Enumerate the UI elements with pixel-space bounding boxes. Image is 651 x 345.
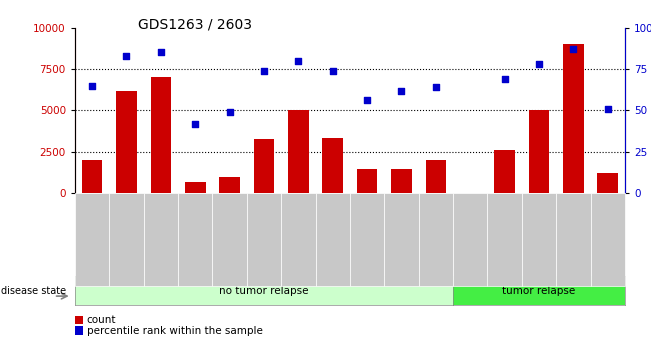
Point [87, 83, 97, 88]
Point [156, 50, 166, 55]
Text: percentile rank within the sample: percentile rank within the sample [87, 326, 262, 335]
Point [293, 58, 303, 63]
Point [431, 85, 441, 90]
Point [534, 61, 544, 67]
Bar [185, 181, 206, 193]
Point [121, 53, 132, 59]
Point [396, 88, 407, 93]
Bar [563, 44, 584, 193]
Bar [529, 110, 549, 193]
Point [362, 98, 372, 103]
Bar [391, 169, 412, 193]
Bar [288, 110, 309, 193]
Point [258, 68, 269, 73]
Point [327, 68, 338, 73]
Bar [254, 139, 274, 193]
Bar [82, 160, 102, 193]
Point [499, 76, 510, 82]
Bar [426, 160, 446, 193]
Point [603, 106, 613, 111]
Text: disease state: disease state [1, 286, 66, 296]
Point [190, 121, 201, 126]
Text: no tumor relapse: no tumor relapse [219, 286, 309, 296]
Bar [116, 90, 137, 193]
Bar [150, 77, 171, 193]
Bar [219, 177, 240, 193]
Bar [494, 150, 515, 193]
Point [568, 46, 579, 52]
Bar [357, 169, 378, 193]
Bar [598, 173, 618, 193]
Point [225, 109, 235, 115]
Text: GDS1263 / 2603: GDS1263 / 2603 [138, 17, 253, 31]
Text: tumor relapse: tumor relapse [503, 286, 575, 296]
Text: count: count [87, 315, 116, 325]
Bar [322, 138, 343, 193]
